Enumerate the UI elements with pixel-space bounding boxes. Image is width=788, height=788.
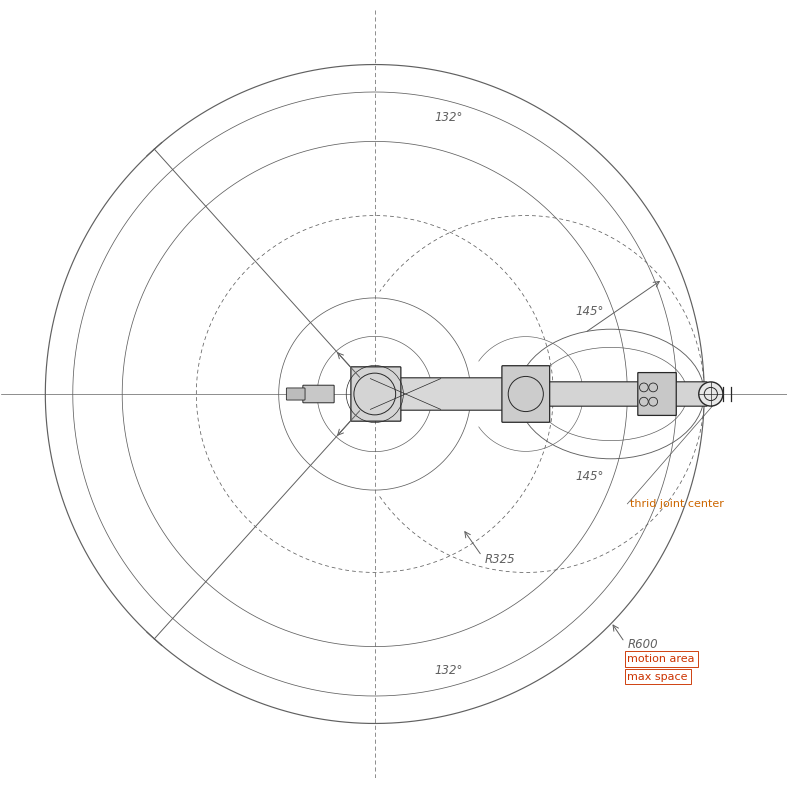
Circle shape: [699, 382, 723, 406]
FancyBboxPatch shape: [637, 373, 676, 415]
Text: motion area: motion area: [627, 654, 695, 664]
FancyBboxPatch shape: [286, 388, 305, 400]
FancyBboxPatch shape: [351, 367, 401, 421]
FancyBboxPatch shape: [502, 366, 550, 422]
Text: max space: max space: [627, 671, 688, 682]
FancyBboxPatch shape: [303, 385, 334, 403]
Text: 145°: 145°: [576, 470, 604, 483]
Text: thrid joint center: thrid joint center: [630, 499, 724, 509]
Text: 145°: 145°: [576, 305, 604, 318]
FancyBboxPatch shape: [521, 382, 707, 406]
Text: R325: R325: [485, 552, 515, 566]
Text: R600: R600: [627, 637, 658, 651]
Text: 132°: 132°: [435, 664, 463, 678]
Text: 132°: 132°: [435, 110, 463, 124]
FancyBboxPatch shape: [370, 377, 529, 411]
